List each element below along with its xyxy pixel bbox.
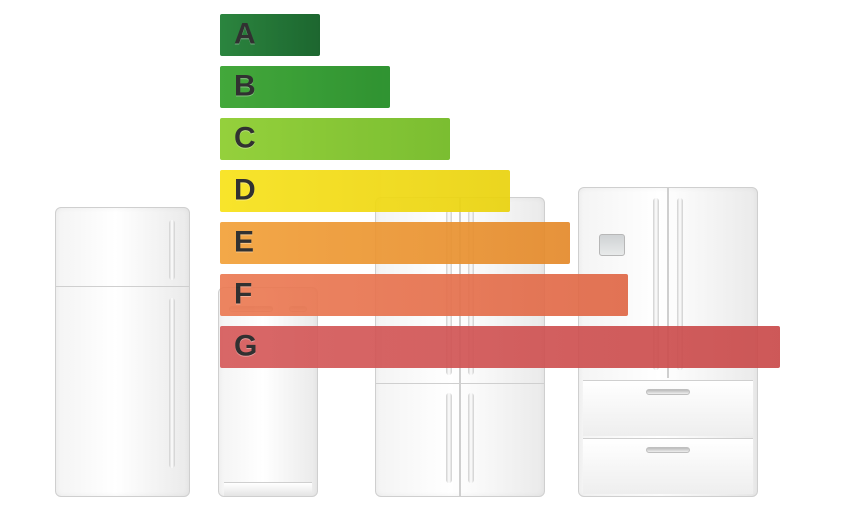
energy-letter-a: A <box>234 17 256 51</box>
energy-bar-f: F <box>220 274 628 316</box>
energy-letter-b: B <box>234 69 256 103</box>
top-freezer-fridge <box>55 207 190 497</box>
energy-bar-b: B <box>220 66 390 108</box>
energy-letter-f: F <box>234 277 252 311</box>
energy-bar-c: C <box>220 118 450 160</box>
energy-bar-e: E <box>220 222 570 264</box>
energy-bar-g: G <box>220 326 780 368</box>
energy-letter-e: E <box>234 225 254 259</box>
energy-bar-a: A <box>220 14 320 56</box>
energy-bar-d: D <box>220 170 510 212</box>
energy-rating-bars: A B C D E F G <box>220 14 780 378</box>
energy-letter-c: C <box>234 121 256 155</box>
energy-letter-d: D <box>234 173 256 207</box>
energy-letter-g: G <box>234 329 257 363</box>
